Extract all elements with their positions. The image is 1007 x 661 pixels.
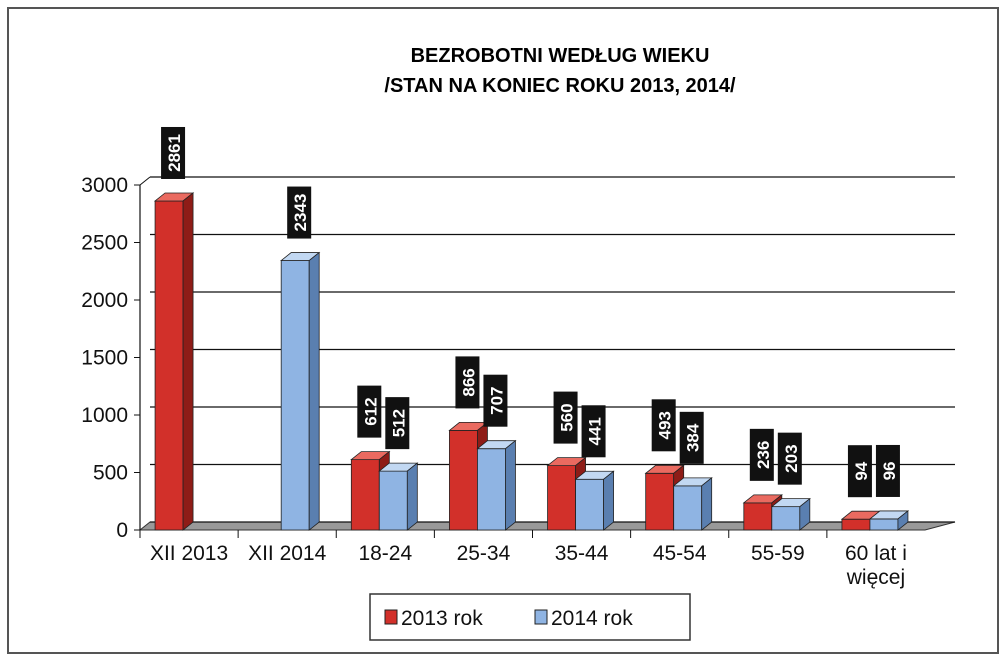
bar-front (743, 502, 773, 531)
data-label-box: 236 (749, 428, 774, 481)
data-label-box: 612 (357, 385, 382, 438)
y-tick-label: 2500 (81, 232, 128, 255)
bar-front (280, 260, 310, 531)
bar (672, 477, 713, 531)
data-label-bg (357, 385, 382, 438)
data-label-bg (581, 405, 606, 458)
y-tick-label: 0 (116, 519, 128, 542)
y-tick-label: 1000 (81, 404, 128, 427)
bar (280, 251, 321, 531)
data-label: 94 (852, 461, 871, 480)
data-label-bg (847, 445, 872, 498)
x-tick-label: 25-34 (456, 542, 511, 565)
bar-front (449, 430, 478, 531)
x-tick-label: 18-24 (358, 542, 413, 565)
data-label-bg (651, 399, 676, 452)
legend-swatch (534, 609, 548, 625)
bar-side (897, 510, 909, 531)
bar-front (547, 465, 576, 531)
bar-side (182, 192, 194, 531)
bar-side (406, 462, 418, 531)
legend-label: 2014 rok (551, 607, 633, 630)
data-label-bg (455, 356, 480, 409)
bar-side (701, 477, 713, 531)
data-label: 512 (389, 409, 408, 437)
bar (644, 464, 685, 531)
bar-side (799, 497, 811, 531)
data-label-box: 94 (847, 445, 872, 498)
bar (868, 510, 910, 531)
x-tick-label: XII 2013 (149, 542, 229, 565)
data-label-box: 96 (875, 444, 900, 497)
bar-side (308, 251, 320, 531)
bar-front (350, 459, 380, 531)
data-label: 236 (754, 441, 773, 469)
bar-side (505, 439, 516, 531)
data-label: 866 (459, 368, 478, 396)
bar-front (575, 478, 604, 531)
y-tick-label: 3000 (81, 174, 128, 197)
y-tick-label: 2000 (81, 289, 128, 312)
data-label-bg (553, 391, 578, 444)
bar-front (477, 448, 506, 531)
y-tick-label: 500 (93, 462, 128, 485)
data-label-bg (385, 397, 410, 450)
legend-label: 2013 rok (401, 607, 483, 630)
data-label-box: 203 (777, 432, 802, 485)
data-label: 96 (880, 461, 899, 480)
x-tick-label: XII 2014 (248, 542, 327, 565)
data-label-box: 2861 (161, 126, 186, 179)
bar-front (841, 518, 871, 531)
bar-front (673, 485, 703, 531)
data-label: 441 (586, 417, 605, 445)
data-label: 203 (782, 444, 801, 472)
x-tick-label: 55-59 (750, 542, 805, 565)
data-label: 2861 (165, 134, 184, 172)
data-label: 493 (656, 411, 675, 439)
data-label-box: 707 (483, 374, 508, 427)
data-label: 384 (684, 423, 703, 452)
data-label-bg (287, 186, 312, 239)
chart-title: /STAN NA KONIEC ROKU 2013, 2014/ (384, 75, 736, 97)
bar-front (645, 472, 675, 531)
y-axis-back (139, 176, 151, 186)
bar-front (154, 200, 184, 531)
x-tick-label: 35-44 (554, 542, 609, 565)
data-label-bg (749, 428, 774, 481)
bar-front (378, 470, 408, 531)
x-tick-label: 45-54 (652, 542, 707, 565)
data-label-box: 2343 (287, 186, 312, 239)
x-tick-label: 60 lat i więcej (845, 542, 907, 589)
data-label-box: 512 (385, 397, 410, 450)
data-label-bg (777, 432, 802, 485)
data-label: 560 (558, 403, 577, 431)
bar-front (771, 506, 801, 531)
data-label-box: 384 (679, 411, 704, 464)
data-label-bg (161, 126, 186, 179)
data-label: 612 (361, 397, 380, 425)
y-tick-label: 1500 (81, 347, 128, 370)
bar (574, 470, 615, 531)
bar (476, 439, 517, 531)
bar (153, 192, 195, 531)
data-label-box: 493 (651, 399, 676, 452)
data-label: 2343 (291, 194, 310, 232)
data-label-box: 866 (455, 356, 480, 409)
legend-swatch (384, 609, 398, 625)
data-label-box: 441 (581, 405, 606, 458)
data-label: 707 (487, 387, 506, 415)
data-label-bg (679, 411, 704, 464)
data-label-bg (875, 444, 900, 497)
data-label-box: 560 (553, 391, 578, 444)
bar (378, 462, 419, 531)
data-label-bg (483, 374, 508, 427)
bar (770, 497, 811, 531)
bar-front (869, 518, 899, 531)
bar-side (603, 470, 614, 531)
chart-title: BEZROBOTNI WEDŁUG WIEKU (411, 45, 710, 67)
legend (369, 593, 691, 641)
